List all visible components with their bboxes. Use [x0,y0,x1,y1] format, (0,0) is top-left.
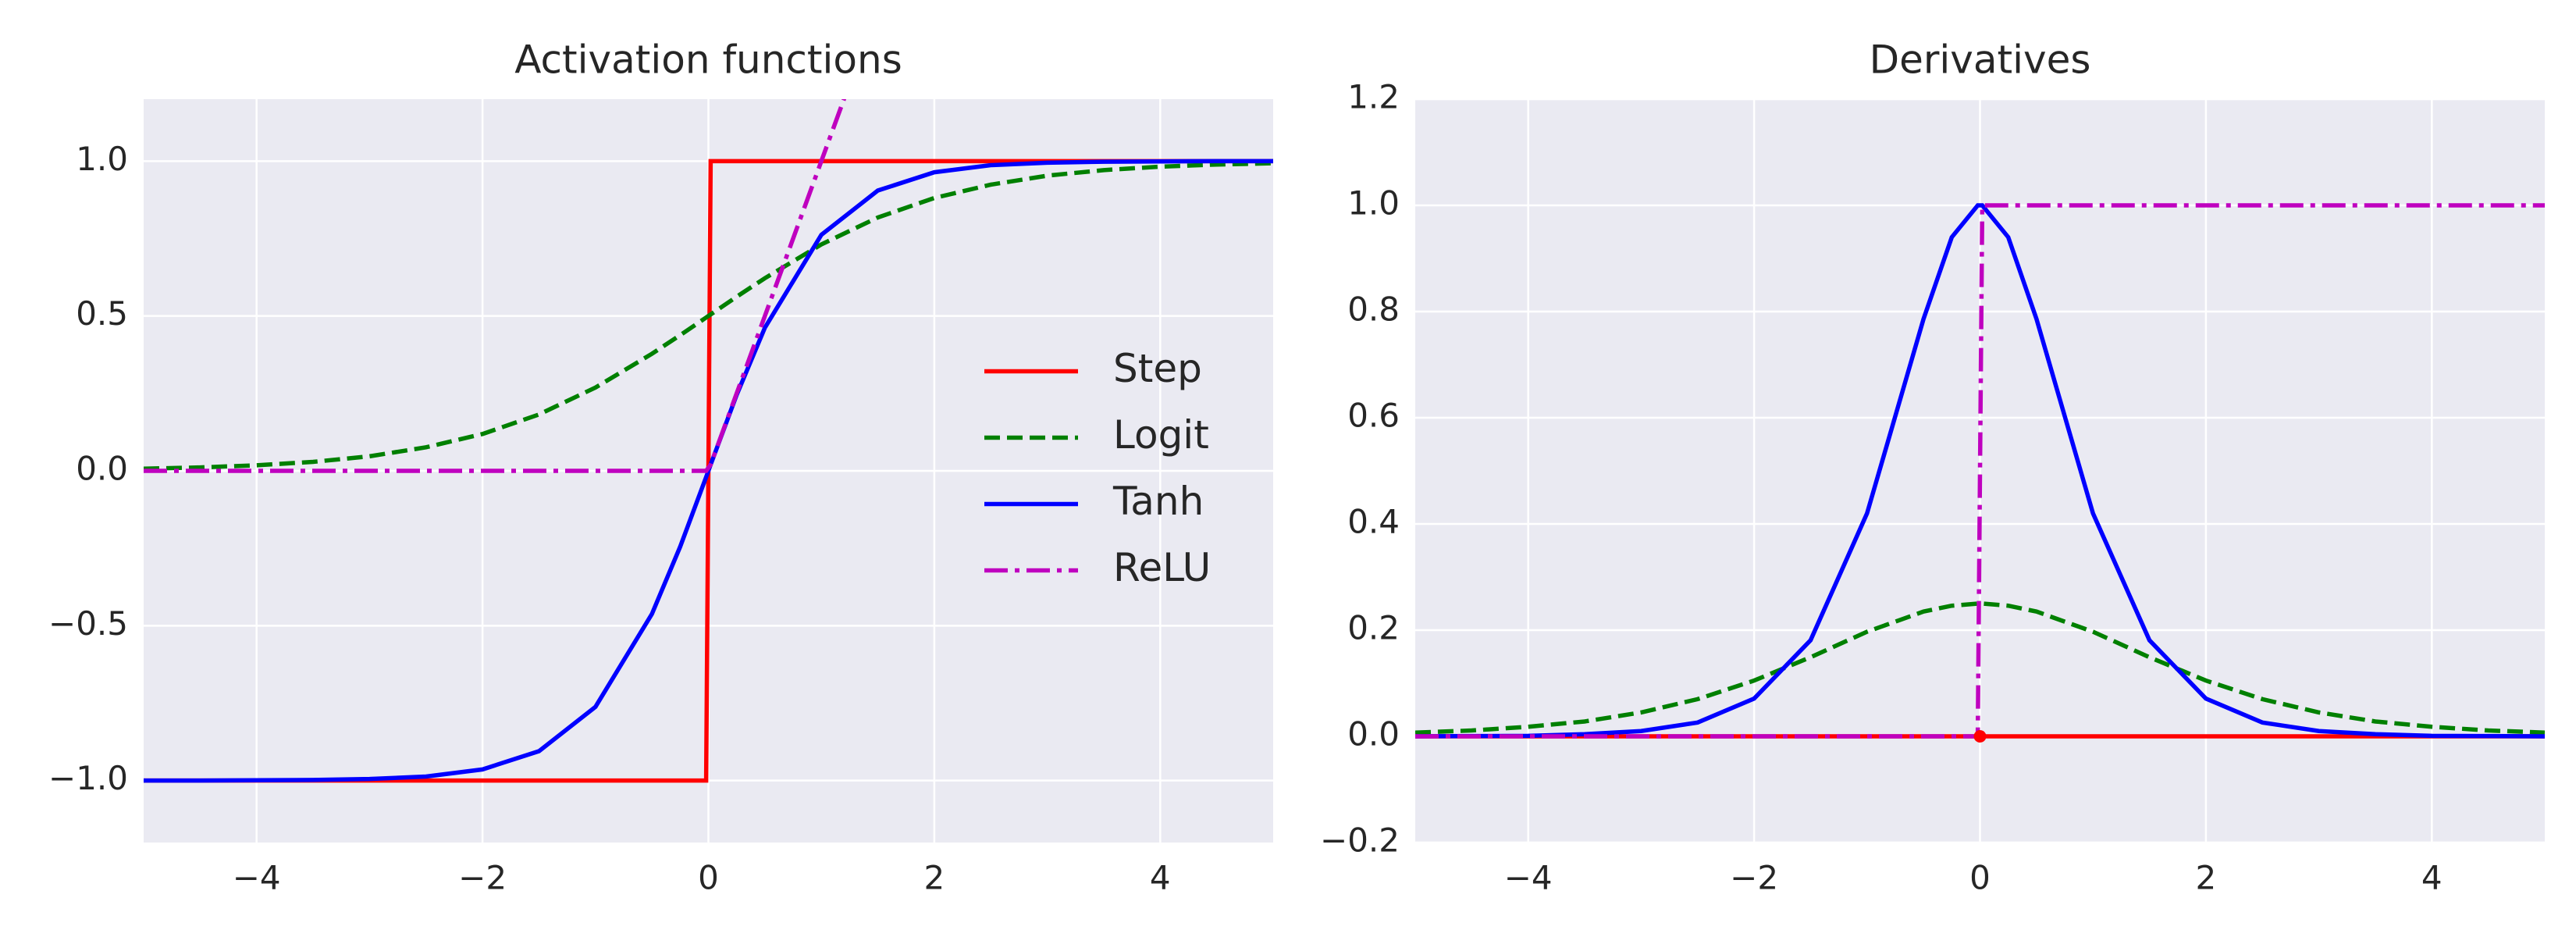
x-tick-label: 2 [924,859,945,897]
plot-lines [1415,203,2545,743]
chart-title: Activation functions [514,37,902,83]
x-tick-label: −2 [458,859,507,897]
x-tick-label: 0 [1969,859,1991,897]
x-tick-label: −4 [1504,859,1553,897]
y-tick-label: −1.0 [48,759,128,797]
y-tick-label: 1.2 [1347,78,1400,116]
x-tick-label: 4 [2421,859,2443,897]
series-line [1415,203,2545,739]
plot-lines [144,99,1273,783]
y-tick-label: 1.0 [1347,184,1400,223]
x-tick-label: −2 [1730,859,1778,897]
y-tick-label: 0.0 [1347,715,1400,754]
legend-label: Logit [1113,412,1209,458]
x-tick-label: 4 [1150,859,1171,897]
chart-title: Derivatives [1870,37,2091,83]
legend-label: ReLU [1113,545,1211,590]
y-tick-label: −0.5 [48,604,128,643]
x-tick-label: 2 [2196,859,2217,897]
series-line [144,99,847,473]
legend-label: Tanh [1112,479,1204,524]
y-tick-label: 0.6 [1347,397,1400,435]
y-tick-label: 0.8 [1347,290,1400,329]
point-marker [1973,730,1987,743]
x-tick-label: 0 [698,859,719,897]
series-line [1415,203,2545,739]
y-tick-label: 1.0 [76,140,128,178]
y-tick-label: 0.5 [76,294,128,333]
x-tick-label: −4 [233,859,281,897]
y-tick-label: 0.0 [76,450,128,488]
y-tick-label: −0.2 [1320,821,1400,860]
legend-label: Step [1113,346,1202,391]
y-tick-label: 0.4 [1347,503,1400,541]
series-line [144,161,1273,471]
y-tick-label: 0.2 [1347,609,1400,647]
series-line [1415,601,2545,735]
